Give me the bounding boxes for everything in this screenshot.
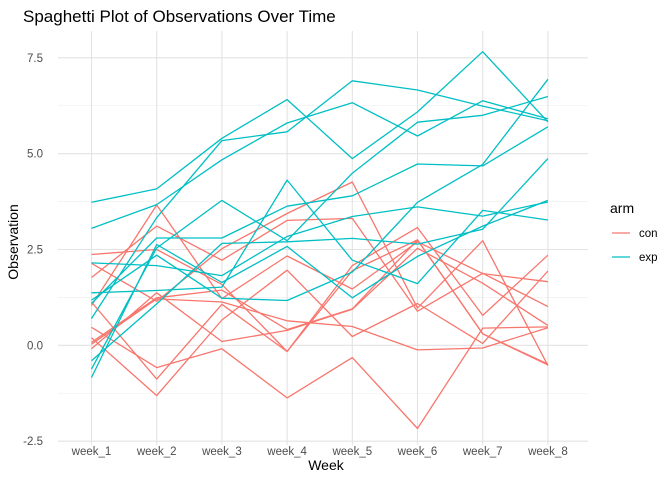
series-line-con-1 [91, 269, 549, 397]
x-tick-label: week_3 [201, 446, 242, 458]
x-tick-label: week_5 [331, 446, 372, 458]
x-tick-label: week_6 [397, 446, 438, 458]
series-line-exp-19 [91, 158, 549, 362]
y-tick-label: -2.5 [23, 436, 43, 448]
y-axis-title: Observation [5, 204, 21, 279]
x-tick-label: week_1 [71, 446, 112, 458]
x-tick-label: week_7 [462, 446, 503, 458]
x-tick-label: week_2 [136, 446, 177, 458]
series-line-con-7 [91, 298, 549, 351]
y-tick-label: 2.5 [27, 245, 43, 257]
x-axis-tick-labels: week_1 week_2 week_3 week_4 week_5 week_6 week… [71, 446, 568, 458]
major-gridlines [58, 31, 588, 445]
y-tick-label: 0.0 [27, 340, 43, 352]
legend: arm con exp [610, 200, 658, 264]
x-axis-title: Week [308, 457, 345, 473]
series-line-exp-17 [91, 78, 549, 302]
y-tick-label: 7.5 [27, 53, 43, 65]
series-line-exp-20 [91, 126, 549, 304]
series-line-exp-18 [91, 179, 548, 294]
series-line-con-9 [91, 239, 549, 365]
series-line-exp-13 [91, 201, 549, 277]
y-axis-tick-labels: -2.5 0.0 2.5 5.0 7.5 [23, 53, 43, 448]
series-line-exp-11 [91, 100, 549, 230]
legend-label-exp: exp [639, 252, 658, 264]
series-line-exp-14 [90, 95, 549, 370]
x-tick-label: week_4 [266, 446, 307, 458]
y-tick-label: 5.0 [27, 149, 43, 161]
chart-title: Spaghetti Plot of Observations Over Time [23, 7, 336, 26]
series-line-con-10 [91, 181, 549, 366]
series-lines [90, 51, 549, 430]
series-line-exp-15 [90, 80, 549, 319]
series-line-con-6 [91, 226, 549, 353]
legend-title: arm [610, 200, 634, 216]
legend-label-con: con [639, 228, 658, 240]
x-tick-label: week_8 [527, 446, 568, 458]
series-line-con-5 [91, 326, 548, 430]
series-line-exp-16 [91, 51, 549, 203]
